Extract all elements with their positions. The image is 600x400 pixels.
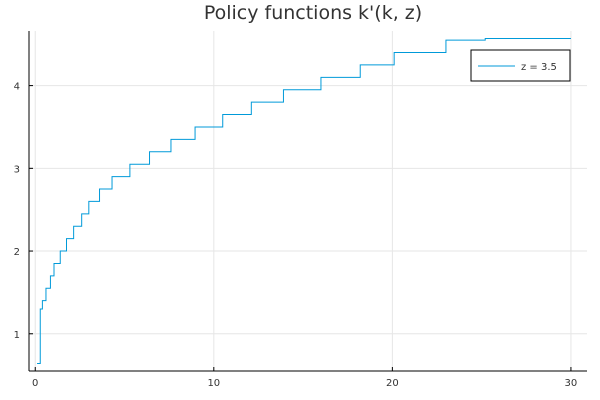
x-tick-label: 0 <box>32 378 38 389</box>
x-tick-label: 10 <box>207 378 220 389</box>
legend-label: z = 3.5 <box>521 62 557 73</box>
legend-box <box>470 49 571 82</box>
series-line-0 <box>37 37 571 365</box>
y-tick-label: 1 <box>14 330 20 341</box>
x-tick-label: 20 <box>386 378 399 389</box>
series-layer <box>37 37 571 365</box>
y-tick-label: 3 <box>14 164 20 175</box>
grid-layer <box>29 31 587 371</box>
chart-title: Policy functions k'(k, z) <box>204 2 422 24</box>
x-tick-label: 30 <box>565 378 578 389</box>
y-tick-label: 4 <box>14 82 20 93</box>
axes-layer: 0 10 20 30 1 2 3 4 <box>14 31 587 389</box>
y-tick-label: 2 <box>14 247 20 258</box>
legend: z = 3.5 <box>470 49 571 82</box>
